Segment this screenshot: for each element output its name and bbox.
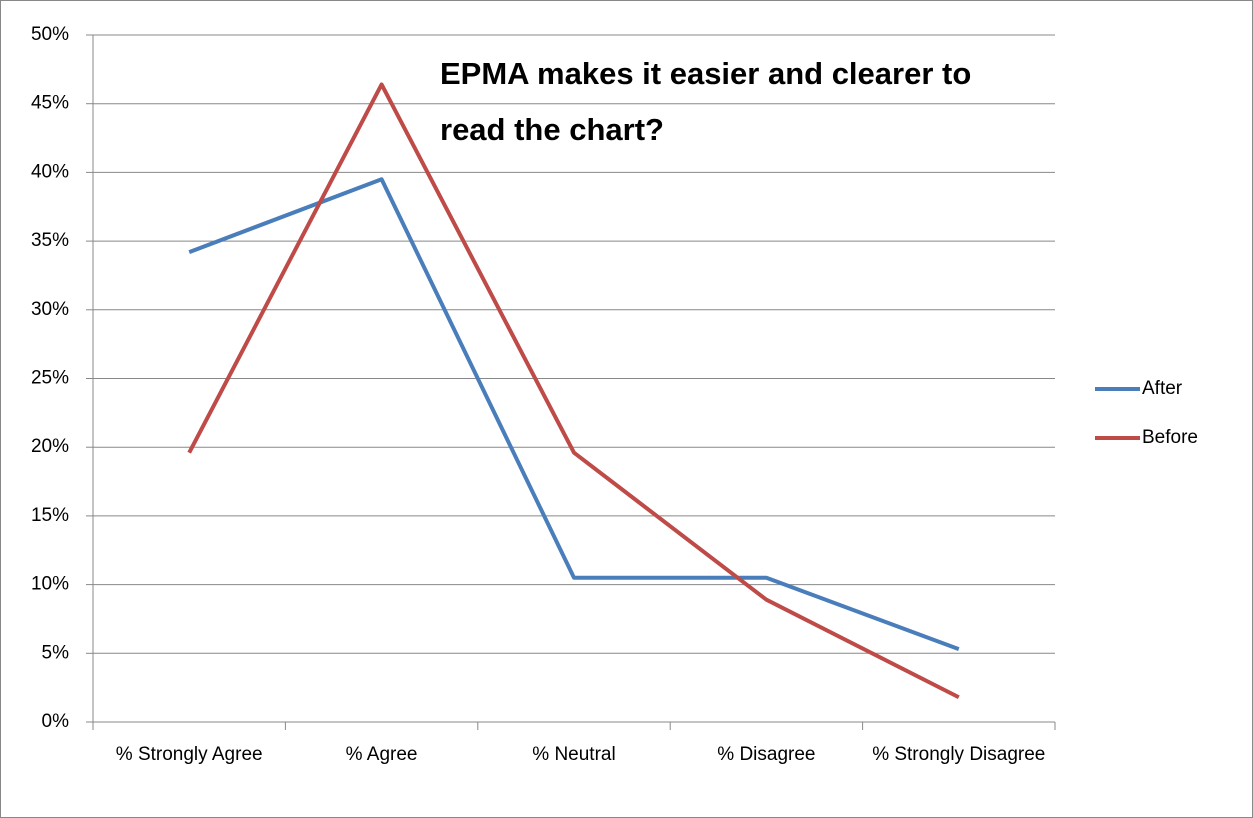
x-tick-label: % Strongly Agree: [115, 744, 263, 765]
y-tick-label: 5%: [42, 642, 70, 663]
y-tick-label: 40%: [31, 161, 69, 182]
legend-label: Before: [1142, 427, 1198, 448]
chart-title: EPMA makes it easier and clearer to read…: [440, 56, 972, 147]
y-tick-label: 45%: [31, 93, 69, 114]
y-tick-label: 35%: [31, 230, 69, 251]
y-tick-label: 30%: [31, 299, 69, 320]
y-tick-label: 25%: [31, 368, 69, 389]
y-tick-label: 50%: [31, 24, 69, 45]
line: [188, 177, 960, 652]
y-tick-label: 15%: [31, 505, 69, 526]
legend-label: After: [1142, 378, 1183, 399]
x-tick-label: % Agree: [345, 744, 418, 765]
y-tick-label: 0%: [42, 711, 70, 732]
x-tick-label: % Strongly Disagree: [872, 744, 1046, 765]
line: [187, 82, 960, 700]
y-tick-label: 20%: [31, 436, 69, 457]
y-tick-label: 10%: [31, 574, 69, 595]
x-tick-label: % Neutral: [532, 744, 616, 765]
x-tick-label: % Disagree: [717, 744, 816, 765]
